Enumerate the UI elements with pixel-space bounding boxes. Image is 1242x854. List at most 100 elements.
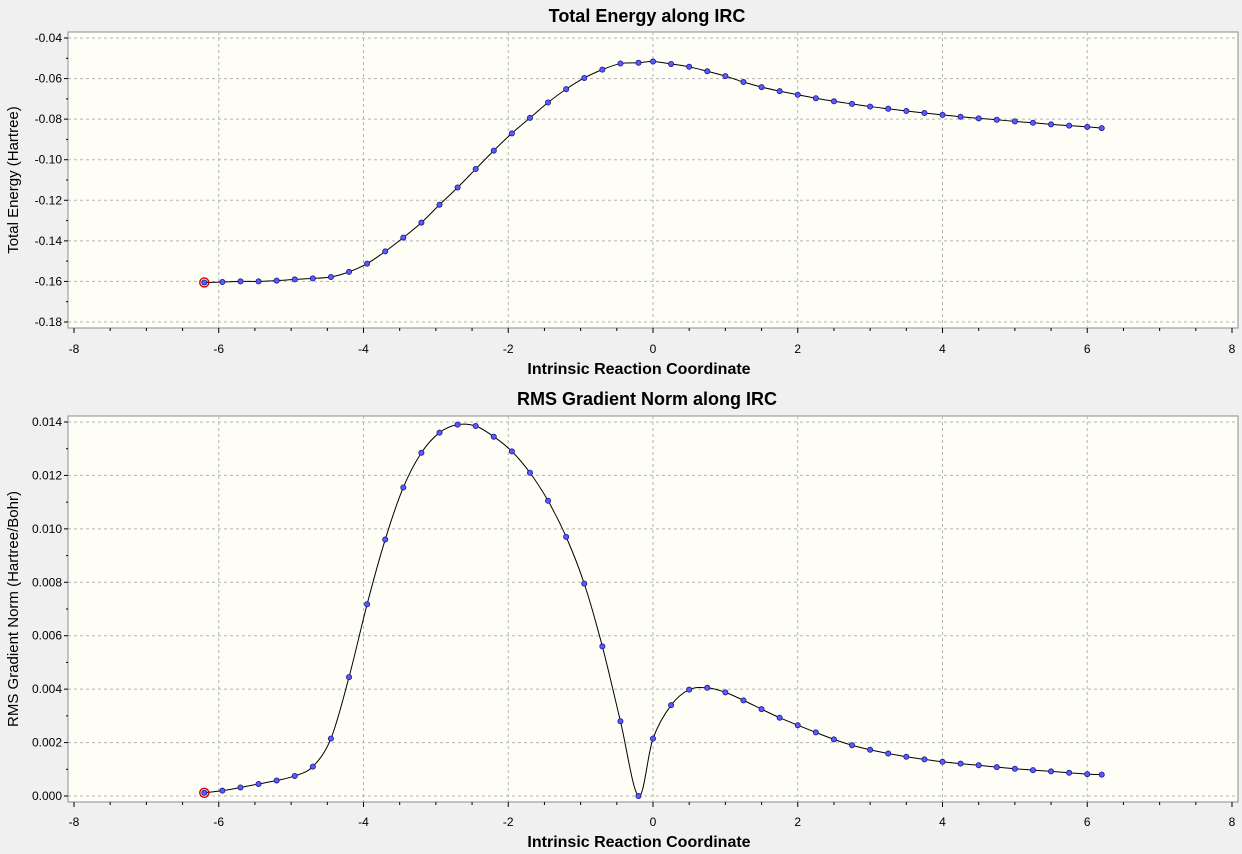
- data-point[interactable]: [436, 201, 443, 208]
- data-point[interactable]: [1011, 118, 1018, 125]
- data-point[interactable]: [545, 99, 552, 106]
- data-point[interactable]: [1048, 768, 1055, 775]
- data-point[interactable]: [472, 166, 479, 173]
- data-point[interactable]: [291, 772, 298, 779]
- data-point[interactable]: [436, 429, 443, 436]
- data-point[interactable]: [830, 736, 837, 743]
- current-point-marker[interactable]: [199, 277, 210, 288]
- data-point[interactable]: [975, 115, 982, 122]
- data-point[interactable]: [273, 277, 280, 284]
- data-point[interactable]: [849, 742, 856, 749]
- data-point[interactable]: [526, 469, 533, 476]
- data-point[interactable]: [400, 484, 407, 491]
- data-point[interactable]: [957, 760, 964, 767]
- data-point[interactable]: [255, 780, 262, 787]
- data-point[interactable]: [921, 110, 928, 117]
- data-point[interactable]: [255, 278, 262, 285]
- data-point[interactable]: [490, 433, 497, 440]
- data-point[interactable]: [508, 130, 515, 137]
- data-point[interactable]: [939, 758, 946, 765]
- data-point[interactable]: [650, 735, 657, 742]
- data-point[interactable]: [957, 113, 964, 120]
- data-point[interactable]: [993, 764, 1000, 771]
- data-point[interactable]: [740, 697, 747, 704]
- data-point[interactable]: [201, 279, 208, 286]
- data-point[interactable]: [364, 260, 371, 267]
- data-point[interactable]: [812, 95, 819, 102]
- data-point[interactable]: [758, 706, 765, 713]
- data-point[interactable]: [867, 103, 874, 110]
- data-point[interactable]: [490, 147, 497, 154]
- data-point[interactable]: [364, 601, 371, 608]
- data-point[interactable]: [885, 105, 892, 112]
- data-point[interactable]: [903, 108, 910, 115]
- data-point[interactable]: [794, 722, 801, 729]
- data-point[interactable]: [939, 111, 946, 118]
- data-point[interactable]: [1066, 122, 1073, 129]
- data-point[interactable]: [993, 116, 1000, 123]
- data-point[interactable]: [400, 234, 407, 241]
- current-point-marker[interactable]: [199, 787, 210, 798]
- data-point[interactable]: [776, 714, 783, 721]
- data-point[interactable]: [635, 59, 642, 66]
- data-point[interactable]: [454, 421, 461, 428]
- data-point[interactable]: [237, 278, 244, 285]
- data-point[interactable]: [1011, 765, 1018, 772]
- data-point[interactable]: [686, 686, 693, 693]
- data-point[interactable]: [526, 114, 533, 121]
- data-point[interactable]: [722, 73, 729, 80]
- data-point[interactable]: [472, 423, 479, 430]
- data-point[interactable]: [740, 79, 747, 86]
- data-point[interactable]: [776, 88, 783, 95]
- data-point[interactable]: [454, 184, 461, 191]
- data-point[interactable]: [291, 276, 298, 283]
- data-point[interactable]: [563, 86, 570, 93]
- data-point[interactable]: [1048, 121, 1055, 128]
- data-point[interactable]: [722, 689, 729, 696]
- data-point[interactable]: [921, 756, 928, 763]
- data-point[interactable]: [382, 536, 389, 543]
- data-point[interactable]: [581, 580, 588, 587]
- data-point[interactable]: [1098, 771, 1105, 778]
- data-point[interactable]: [309, 275, 316, 282]
- data-point[interactable]: [867, 746, 874, 753]
- data-point[interactable]: [273, 777, 280, 784]
- data-point[interactable]: [1098, 125, 1105, 132]
- data-point[interactable]: [849, 100, 856, 107]
- data-point[interactable]: [309, 763, 316, 770]
- data-point[interactable]: [327, 735, 334, 742]
- data-point[interactable]: [599, 66, 606, 73]
- data-point[interactable]: [418, 449, 425, 456]
- data-point[interactable]: [219, 279, 226, 286]
- data-point[interactable]: [219, 787, 226, 794]
- data-point[interactable]: [1084, 771, 1091, 778]
- data-point[interactable]: [686, 63, 693, 70]
- data-point[interactable]: [903, 753, 910, 760]
- data-point[interactable]: [599, 643, 606, 650]
- data-point[interactable]: [650, 58, 657, 65]
- data-point[interactable]: [758, 84, 765, 91]
- data-point[interactable]: [635, 793, 642, 800]
- data-point[interactable]: [327, 273, 334, 280]
- data-point[interactable]: [617, 718, 624, 725]
- data-point[interactable]: [346, 268, 353, 275]
- data-point[interactable]: [382, 248, 389, 255]
- data-point[interactable]: [237, 784, 244, 791]
- data-point[interactable]: [885, 750, 892, 757]
- data-point[interactable]: [1066, 769, 1073, 776]
- data-point[interactable]: [545, 497, 552, 504]
- data-point[interactable]: [704, 684, 711, 691]
- data-point[interactable]: [346, 674, 353, 681]
- data-point[interactable]: [1029, 119, 1036, 126]
- data-point[interactable]: [1029, 767, 1036, 774]
- data-point[interactable]: [201, 789, 208, 796]
- data-point[interactable]: [830, 98, 837, 105]
- data-point[interactable]: [668, 60, 675, 67]
- data-point[interactable]: [812, 729, 819, 736]
- data-point[interactable]: [975, 762, 982, 769]
- data-point[interactable]: [418, 219, 425, 226]
- data-point[interactable]: [617, 60, 624, 67]
- data-point[interactable]: [581, 74, 588, 81]
- data-point[interactable]: [508, 448, 515, 455]
- data-point[interactable]: [668, 702, 675, 709]
